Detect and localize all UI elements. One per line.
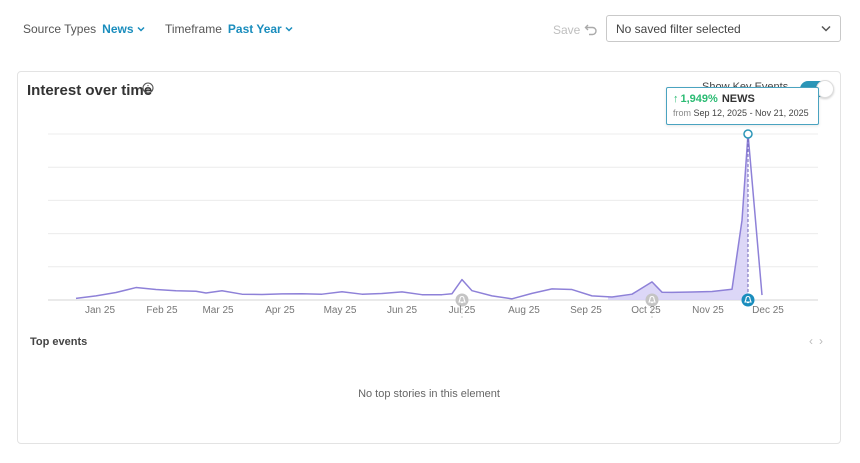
x-tick-label: Jun 25: [387, 305, 417, 316]
x-tick-label: Nov 25: [692, 305, 724, 316]
peak-tooltip: ↑ 1,949% NEWS from Sep 12, 2025 - Nov 21…: [666, 87, 819, 125]
event-marker-circle: [645, 293, 659, 307]
x-tick-label: Mar 25: [202, 305, 234, 316]
x-tick-label: Aug 25: [508, 305, 540, 316]
event-marker-bell-icon: [455, 293, 469, 307]
x-tick-label: Apr 25: [265, 305, 295, 316]
chevron-down-icon: [136, 26, 145, 32]
timeframe-value: Past Year: [227, 22, 282, 36]
chevron-down-icon: [285, 26, 293, 32]
chevron-left-icon[interactable]: ‹: [809, 334, 813, 348]
save-button[interactable]: Save: [553, 23, 581, 37]
x-tick-label: Feb 25: [146, 305, 178, 316]
top-events-nav: ‹ ›: [809, 334, 823, 348]
info-icon[interactable]: [142, 82, 154, 94]
x-tick-label: Jan 25: [85, 305, 115, 316]
timeframe-label: Timeframe: [165, 22, 222, 36]
empty-message: No top stories in this element: [358, 388, 500, 400]
card-title: Interest over time: [27, 82, 153, 99]
bell-glyph: [458, 295, 466, 304]
interest-over-time-card: Interest over time Show Key Events Jan 2…: [17, 71, 841, 444]
x-tick-label: May 25: [324, 305, 357, 316]
tooltip-range: Sep 12, 2025 - Nov 21, 2025: [693, 108, 809, 118]
filter-bar: Source Types News Timeframe Past Year Sa…: [0, 0, 860, 60]
chevron-down-icon: [821, 25, 831, 32]
timeframe-filter[interactable]: Timeframe Past Year: [165, 22, 293, 36]
saved-filter-value: No saved filter selected: [616, 21, 741, 36]
top-events-title: Top events: [30, 336, 88, 348]
x-tick-label: Jul 25: [449, 305, 476, 316]
peak-point: [743, 129, 753, 139]
chevron-right-icon[interactable]: ›: [819, 334, 823, 348]
tooltip-change: 1,949%: [680, 93, 718, 105]
x-tick-label: Sep 25: [570, 305, 602, 316]
saved-filter-select[interactable]: No saved filter selected: [606, 15, 841, 42]
interest-chart: Jan 25 Feb 25 Mar 25 Apr 25 May 25 Jun 25 Jul …: [48, 129, 818, 318]
event-marker-bell-icon: [741, 293, 755, 307]
event-marker-circle: [455, 293, 469, 307]
x-tick-label: Dec 25: [752, 305, 784, 316]
bell-glyph: [648, 295, 656, 304]
event-marker-circle: [741, 293, 755, 307]
arrow-up-icon: ↑: [673, 93, 679, 105]
tooltip-from-label: from: [673, 108, 691, 118]
source-types-filter[interactable]: Source Types News: [23, 22, 145, 36]
x-tick-label: Oct 25: [631, 305, 661, 316]
highlight-area: [608, 134, 748, 300]
undo-icon[interactable]: [584, 22, 598, 36]
source-types-label: Source Types: [23, 22, 97, 36]
bell-glyph: [744, 295, 752, 304]
event-marker-bell-icon: [645, 293, 659, 307]
source-types-value: News: [102, 22, 134, 36]
tooltip-series: NEWS: [721, 93, 755, 105]
series-line-news: [75, 133, 763, 300]
